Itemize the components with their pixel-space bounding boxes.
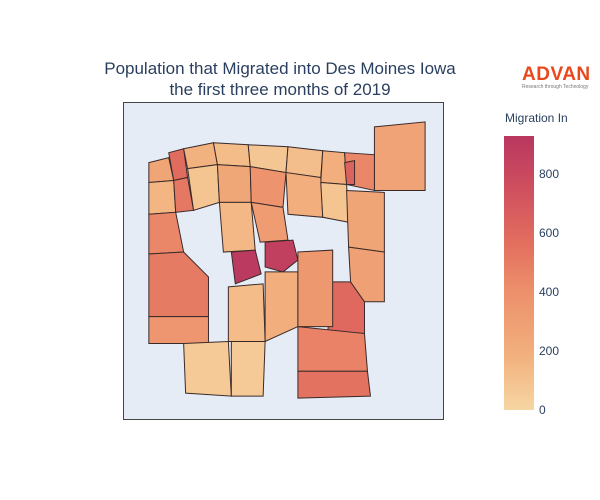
advan-logo: ADVAN Research through Technology [522, 64, 592, 91]
tract-c-1[interactable] [249, 166, 287, 208]
tract-c-3[interactable] [264, 239, 299, 273]
logo-tagline: Research through Technology [522, 84, 589, 90]
tract-sw-2[interactable] [148, 251, 209, 318]
colorbar-scale [504, 136, 534, 410]
tract-e-2[interactable] [320, 181, 350, 223]
tract-se-3[interactable] [348, 246, 385, 303]
tract-ne-rural[interactable] [373, 121, 426, 191]
tract-se-2[interactable] [297, 249, 334, 328]
tract-s-5[interactable] [230, 340, 266, 397]
tract-c-6[interactable] [218, 201, 256, 253]
tract-s-4[interactable] [297, 326, 369, 372]
colorbar-tick-0: 0 [539, 403, 546, 417]
tract-n-2[interactable] [212, 142, 251, 168]
tract-layer [148, 121, 426, 399]
tract-w-4[interactable] [216, 164, 252, 203]
colorbar-tick-800: 800 [539, 167, 560, 181]
chart-title: Population that Migrated into Des Moines… [60, 58, 500, 100]
tract-e-1[interactable] [285, 171, 324, 218]
logo-wordmark: ADVAN [522, 64, 591, 85]
tract-n-1[interactable] [183, 142, 219, 170]
chart-title-line-1: Population that Migrated into Des Moines… [104, 59, 456, 78]
chart-title-line-2: the first three months of 2019 [169, 80, 391, 99]
tract-s-3[interactable] [264, 271, 299, 343]
colorbar-tick-400: 400 [539, 285, 560, 299]
tract-sw-3[interactable] [148, 316, 209, 344]
colorbar-tick-600: 600 [539, 226, 560, 240]
tract-c-5[interactable] [250, 201, 289, 243]
tract-w-1[interactable] [148, 179, 177, 215]
choropleth-map[interactable] [123, 102, 444, 420]
tract-s-1[interactable] [183, 340, 232, 397]
colorbar-tick-200: 200 [539, 344, 560, 358]
tract-e-3[interactable] [346, 189, 385, 253]
tract-sw-1[interactable] [148, 211, 185, 255]
colorbar-title: Migration In [505, 111, 568, 125]
tract-c-4[interactable] [230, 249, 262, 285]
tract-se-1[interactable] [297, 370, 372, 399]
tract-ne-3[interactable] [344, 160, 356, 185]
tract-w-3[interactable] [187, 164, 220, 211]
tract-ne-1[interactable] [320, 150, 348, 186]
tract-s-2[interactable] [227, 283, 266, 342]
